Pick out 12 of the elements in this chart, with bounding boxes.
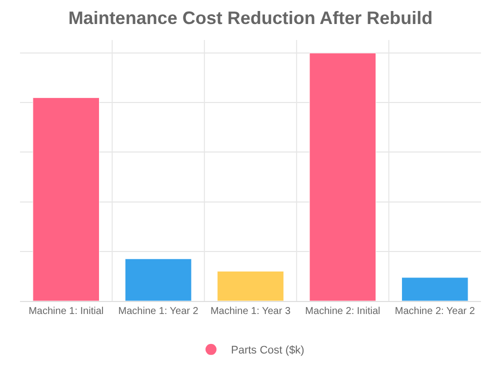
bar — [309, 52, 376, 301]
chart-title: Maintenance Cost Reduction After Rebuild — [68, 8, 433, 28]
x-tick-label: Machine 1: Year 3 — [210, 306, 291, 317]
bar — [124, 258, 192, 301]
x-tick-label: Machine 2: Year 2 — [394, 306, 476, 317]
bar — [401, 277, 468, 301]
x-tick-label: Machine 2: Initial — [305, 306, 380, 317]
x-tick-label: Machine 1: Year 2 — [118, 306, 199, 317]
legend-label: Parts Cost ($k) — [231, 344, 304, 357]
bar — [217, 271, 284, 301]
bar — [32, 97, 100, 301]
x-tick-label: Machine 1: Initial — [28, 306, 104, 317]
